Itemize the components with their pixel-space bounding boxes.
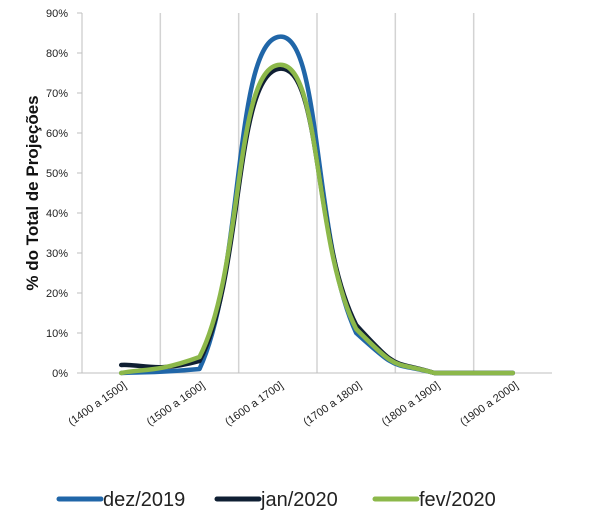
series-lines xyxy=(118,34,516,376)
y-tick-labels: 0% 10% 20% 30% 40% 50% 60% 70% 80% 90% xyxy=(46,8,82,380)
y-tick-label: 10% xyxy=(46,328,68,340)
y-tick-label: 30% xyxy=(46,248,68,260)
series-line-3 xyxy=(118,62,516,376)
x-tick-label: (1600 a 1700] xyxy=(223,380,285,429)
x-tick-label: (1700 a 1800] xyxy=(301,380,363,429)
y-tick-label: 90% xyxy=(46,8,68,20)
x-tick-label: (1400 a 1500] xyxy=(66,380,128,429)
y-axis-label: % do Total de Projeções xyxy=(23,95,42,290)
legend-label: dez/2019 xyxy=(103,489,185,511)
y-tick-label: 60% xyxy=(46,128,68,140)
y-tick-label: 80% xyxy=(46,48,68,60)
legend: dez/2019 jan/2020 fev/2020 xyxy=(56,489,496,511)
y-tick-label: 20% xyxy=(46,288,68,300)
legend-label: fev/2020 xyxy=(419,489,496,511)
y-tick-label: 40% xyxy=(46,208,68,220)
y-tick-label: 0% xyxy=(52,368,68,380)
x-tick-label: (1500 a 1600] xyxy=(145,380,207,429)
y-tick-label: 70% xyxy=(46,88,68,100)
y-tick-label: 50% xyxy=(46,168,68,180)
x-tick-label: (1800 a 1900] xyxy=(380,380,442,429)
legend-label: jan/2020 xyxy=(260,489,338,511)
x-tick-label: (1900 a 2000] xyxy=(458,380,520,429)
x-tick-labels: (1400 a 1500] (1500 a 1600] (1600 a 1700] (… xyxy=(66,380,520,429)
gridlines xyxy=(159,13,475,373)
